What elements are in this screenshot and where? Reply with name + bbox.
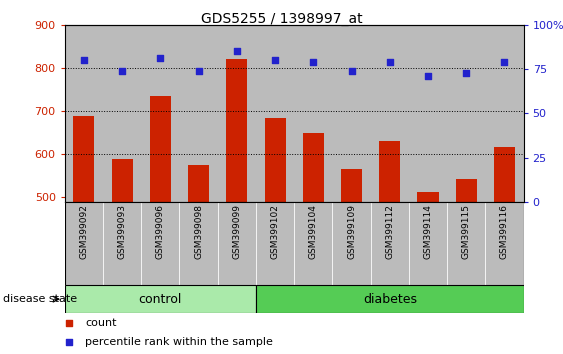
Bar [256, 25, 294, 202]
Text: GSM399109: GSM399109 [347, 204, 356, 259]
Text: GSM399093: GSM399093 [118, 204, 127, 259]
Point [332, 111, 341, 116]
Text: GSM399092: GSM399092 [79, 204, 88, 259]
Point [194, 68, 203, 74]
Bar [141, 25, 180, 202]
Bar [218, 25, 256, 202]
Point [462, 70, 471, 75]
Text: diabetes: diabetes [363, 293, 417, 306]
Point [271, 57, 280, 63]
Bar [370, 202, 409, 285]
Bar [332, 25, 370, 202]
Text: control: control [138, 293, 182, 306]
Point [79, 57, 88, 63]
Point [423, 73, 432, 79]
Bar [111, 159, 133, 354]
Bar [485, 202, 524, 285]
Text: GDS5255 / 1398997_at: GDS5255 / 1398997_at [200, 12, 363, 27]
Bar [341, 170, 362, 354]
Text: GSM399115: GSM399115 [462, 204, 471, 259]
Text: GSM399116: GSM399116 [500, 204, 509, 259]
Bar [103, 25, 141, 202]
Bar [188, 165, 209, 354]
Text: GSM399114: GSM399114 [423, 204, 432, 259]
Text: count: count [86, 318, 117, 328]
Bar [103, 202, 141, 285]
Bar [370, 25, 409, 202]
Bar [332, 202, 370, 285]
Bar [447, 202, 485, 285]
Bar [409, 25, 447, 202]
Text: GSM399098: GSM399098 [194, 204, 203, 259]
Bar [218, 202, 256, 285]
Point [233, 48, 242, 54]
Bar [418, 192, 439, 354]
Text: percentile rank within the sample: percentile rank within the sample [86, 337, 273, 347]
Point [347, 68, 356, 74]
Bar [303, 133, 324, 354]
Point [385, 59, 394, 65]
Text: GSM399099: GSM399099 [233, 204, 242, 259]
Text: disease state: disease state [3, 294, 77, 304]
Bar [409, 202, 447, 285]
Bar [294, 202, 332, 285]
Bar [141, 202, 180, 285]
Text: GSM399096: GSM399096 [156, 204, 165, 259]
Bar [180, 202, 218, 285]
Bar [73, 116, 95, 354]
Bar [447, 25, 485, 202]
Text: GSM399104: GSM399104 [309, 204, 318, 259]
Bar [256, 202, 294, 285]
Bar [455, 179, 477, 354]
Bar [494, 147, 515, 354]
Point [309, 59, 318, 65]
Bar [256, 285, 524, 313]
Bar [65, 202, 103, 285]
Point [118, 68, 127, 74]
Bar [150, 96, 171, 354]
Bar [265, 119, 285, 354]
Bar [226, 59, 247, 354]
Point [500, 59, 509, 65]
Bar [65, 285, 256, 313]
Point [156, 56, 165, 61]
Bar [294, 25, 332, 202]
Bar [379, 141, 400, 354]
Point [332, 285, 341, 290]
Text: GSM399112: GSM399112 [385, 204, 394, 259]
Bar [65, 25, 103, 202]
Text: GSM399102: GSM399102 [271, 204, 280, 259]
Bar [180, 25, 218, 202]
Bar [485, 25, 524, 202]
